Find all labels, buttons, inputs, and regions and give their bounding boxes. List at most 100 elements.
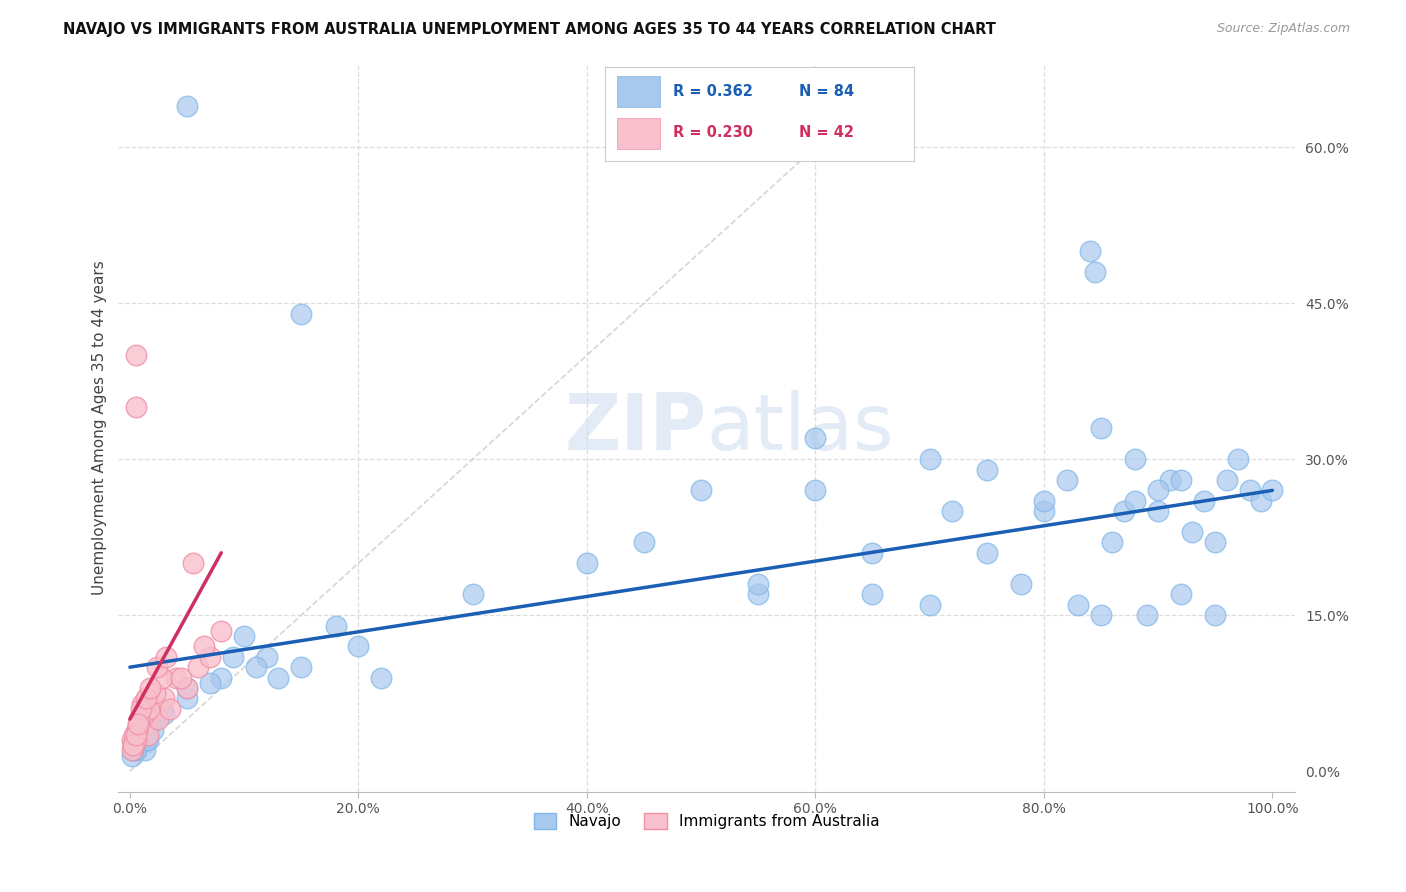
Point [121, 748, 143, 763]
Point [1170, 473, 1192, 487]
Point [124, 733, 146, 747]
Point [122, 743, 145, 757]
Point [1147, 483, 1170, 498]
Text: Source: ZipAtlas.com: Source: ZipAtlas.com [1216, 22, 1350, 36]
Point [198, 649, 221, 664]
Point [136, 733, 159, 747]
FancyBboxPatch shape [617, 77, 661, 107]
Point [176, 691, 198, 706]
Point [150, 702, 173, 716]
Point [155, 649, 177, 664]
Point [1136, 608, 1159, 623]
Y-axis label: Unemployment Among Ages 35 to 44 years: Unemployment Among Ages 35 to 44 years [93, 260, 107, 595]
FancyBboxPatch shape [617, 119, 661, 149]
Point [1227, 452, 1250, 467]
Point [132, 702, 155, 716]
Text: N = 42: N = 42 [800, 126, 855, 140]
Point [134, 743, 156, 757]
Point [165, 671, 187, 685]
Point [128, 738, 150, 752]
Point [134, 706, 156, 721]
Point [148, 712, 170, 726]
Point [1123, 493, 1146, 508]
Point [138, 702, 160, 716]
Point [1261, 483, 1284, 498]
Point [142, 697, 165, 711]
Point [143, 712, 166, 726]
Point [150, 671, 173, 685]
Point [127, 717, 149, 731]
Point [122, 743, 145, 757]
Point [139, 717, 162, 731]
Point [153, 706, 176, 721]
Point [1170, 587, 1192, 601]
Point [159, 702, 181, 716]
Point [125, 733, 148, 747]
Point [747, 577, 769, 591]
Text: atlas: atlas [707, 390, 894, 466]
Point [804, 431, 827, 445]
Point [370, 671, 392, 685]
Point [918, 452, 941, 467]
Point [690, 483, 713, 498]
Text: ZIP: ZIP [565, 390, 707, 466]
Text: NAVAJO VS IMMIGRANTS FROM AUSTRALIA UNEMPLOYMENT AMONG AGES 35 TO 44 YEARS CORRE: NAVAJO VS IMMIGRANTS FROM AUSTRALIA UNEM… [63, 22, 995, 37]
Point [347, 640, 370, 654]
Point [1067, 598, 1090, 612]
Point [142, 723, 165, 737]
Point [127, 728, 149, 742]
Point [136, 728, 159, 742]
Point [1032, 504, 1054, 518]
Point [129, 723, 152, 737]
Point [124, 401, 146, 415]
Point [127, 717, 149, 731]
Point [221, 649, 243, 664]
Point [129, 712, 152, 726]
Point [976, 546, 998, 560]
Point [461, 587, 484, 601]
Point [176, 681, 198, 695]
Point [129, 723, 152, 737]
Point [142, 706, 165, 721]
Point [124, 743, 146, 757]
Point [245, 660, 267, 674]
Point [139, 706, 162, 721]
Point [129, 712, 152, 726]
Point [941, 504, 963, 518]
Point [121, 743, 143, 757]
Point [181, 556, 204, 570]
Point [187, 660, 209, 674]
Point [176, 681, 198, 695]
Point [1250, 493, 1272, 508]
Point [124, 728, 146, 742]
Point [125, 723, 148, 737]
Point [1090, 608, 1112, 623]
Point [290, 660, 312, 674]
Point [124, 738, 146, 752]
Point [131, 733, 153, 747]
Point [128, 728, 150, 742]
Point [1159, 473, 1181, 487]
Point [804, 483, 827, 498]
Point [132, 723, 155, 737]
Point [325, 618, 347, 632]
Point [121, 733, 143, 747]
Point [125, 733, 148, 747]
Point [135, 717, 157, 731]
Point [131, 697, 153, 711]
Point [138, 712, 160, 726]
Point [1215, 473, 1237, 487]
Point [575, 556, 598, 570]
Point [1101, 535, 1123, 549]
Point [1112, 504, 1135, 518]
Text: R = 0.362: R = 0.362 [672, 84, 752, 99]
Point [136, 691, 159, 706]
Point [124, 348, 146, 362]
Point [233, 629, 256, 643]
Legend: Navajo, Immigrants from Australia: Navajo, Immigrants from Australia [527, 807, 886, 835]
Point [198, 675, 221, 690]
Point [122, 738, 145, 752]
Point [135, 733, 157, 747]
Point [209, 671, 232, 685]
Point [1204, 535, 1226, 549]
